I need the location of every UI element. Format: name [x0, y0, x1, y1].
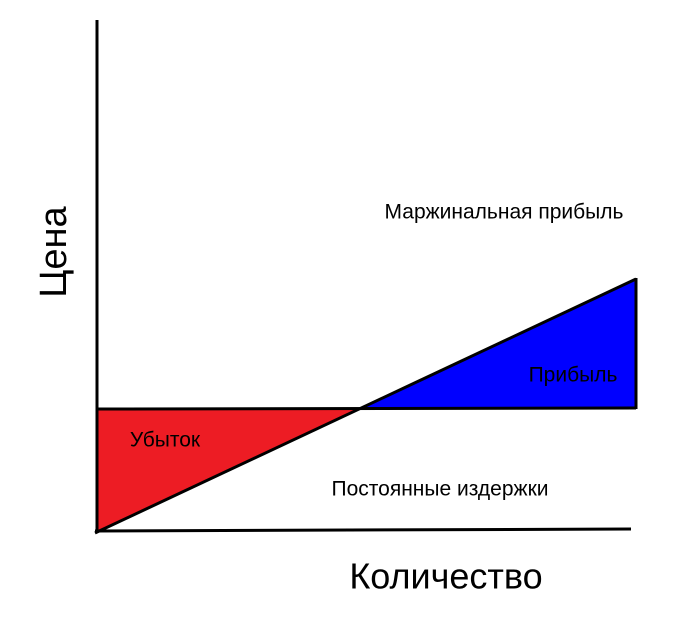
- y-axis-label: Цена: [33, 205, 75, 297]
- profit-label: Прибыль: [529, 364, 618, 387]
- marginal-profit-label: Маржинальная прибыль: [385, 201, 624, 224]
- x-axis-label: Количество: [349, 556, 542, 597]
- x-axis: [94, 527, 632, 533]
- loss-label: Убыток: [130, 429, 201, 452]
- fixed-costs-label: Постоянные издержки: [332, 478, 549, 501]
- revenue-line: [94, 277, 637, 535]
- fixed-cost-line: [96, 406, 637, 411]
